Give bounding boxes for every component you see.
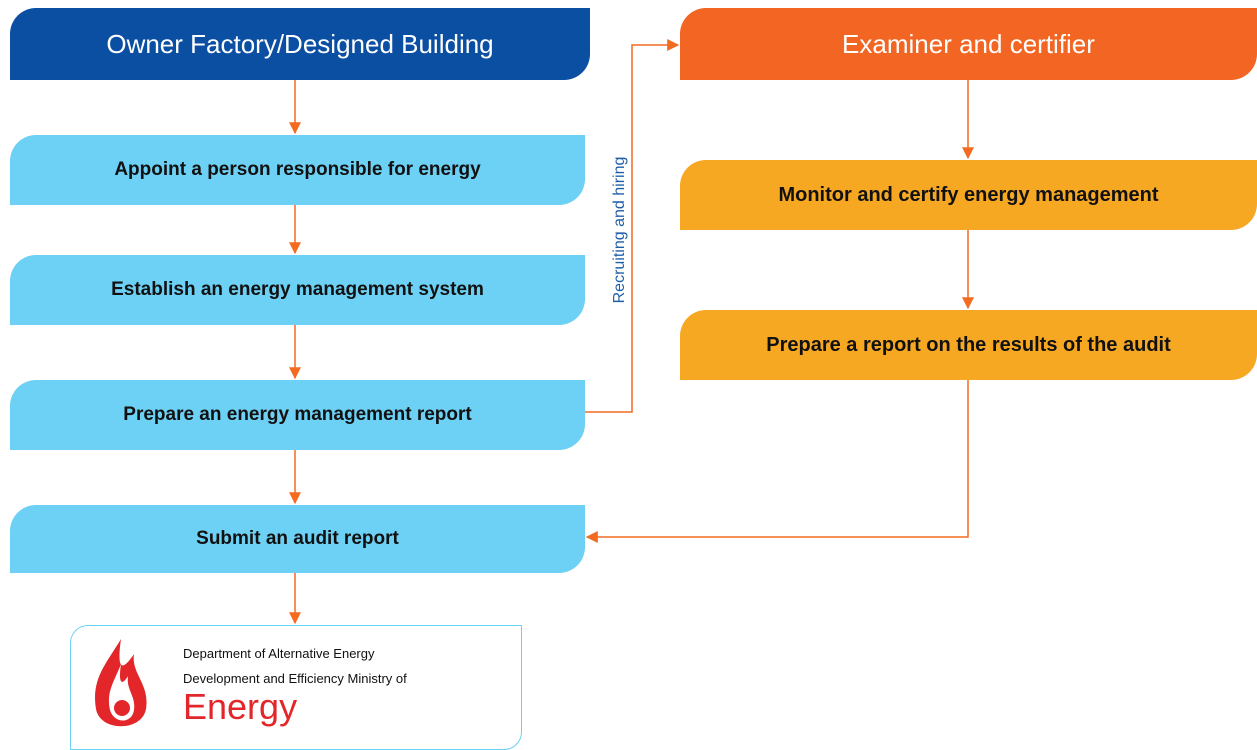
right-title: Examiner and certifier [680, 8, 1257, 80]
arrows [289, 39, 974, 625]
logo: Department of Alternative Energy Develop… [70, 625, 522, 750]
step: Monitor and certify energy management [680, 160, 1257, 230]
step: Prepare a report on the results of the a… [680, 310, 1257, 380]
left-title: Owner Factory/Designed Building [10, 8, 590, 80]
logo-line: Development and Efficiency Ministry of [183, 671, 407, 686]
step: Establish an energy management system [10, 255, 585, 325]
logo-icon [95, 639, 147, 727]
side-label: Recruiting and hiring [611, 156, 628, 304]
step: Submit an audit report [10, 505, 585, 573]
step: Appoint a person responsible for energy [10, 135, 585, 205]
logo-line: Department of Alternative Energy [183, 646, 375, 661]
step: Prepare an energy management report [10, 380, 585, 450]
logo-line: Energy [183, 686, 298, 727]
